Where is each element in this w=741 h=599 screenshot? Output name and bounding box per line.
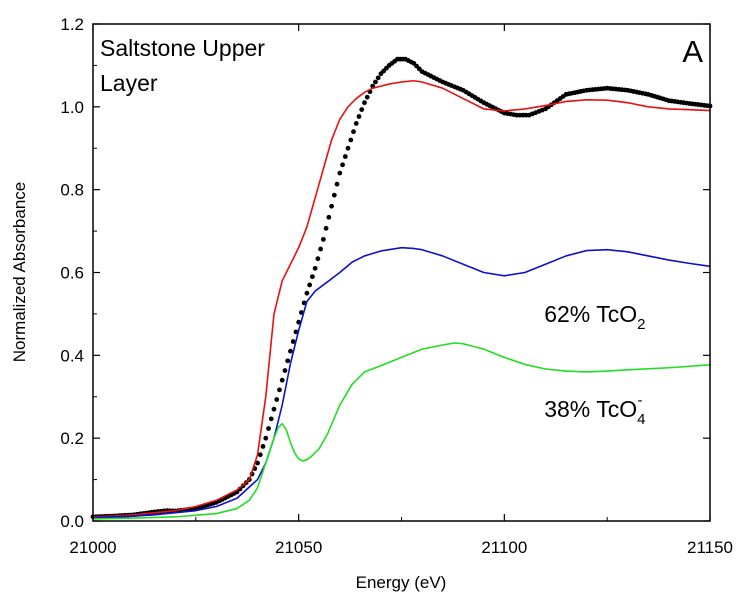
- series-0-point: [315, 256, 321, 262]
- series-0-point: [342, 154, 348, 159]
- y-tick-label: 0.8: [60, 181, 84, 200]
- series-0-point: [277, 387, 282, 393]
- series-0-point: [337, 170, 343, 176]
- chart-title-line-1: Saltstone Upper: [100, 35, 265, 61]
- x-tick-label: 21100: [481, 538, 527, 557]
- series-0-point: [271, 406, 277, 412]
- series-0-point: [290, 339, 296, 344]
- series-0-point: [326, 214, 332, 220]
- series-0-point: [263, 435, 269, 441]
- series-0-point: [334, 181, 340, 187]
- series-2-line: [92, 246, 711, 519]
- x-tick-label: 21050: [275, 538, 322, 557]
- chart-title-line-2: Layer: [100, 70, 158, 96]
- series-0-point: [274, 397, 280, 402]
- y-tick-label: 0.6: [60, 264, 84, 283]
- series-0-point: [260, 444, 266, 449]
- series-0-point: [255, 460, 260, 466]
- series-0-point: [279, 377, 285, 383]
- series-0-point: [307, 282, 313, 288]
- series-0-point: [268, 416, 274, 422]
- series-0-point: [356, 114, 362, 119]
- panel-label: A: [682, 34, 703, 69]
- series-0-point: [293, 329, 299, 335]
- series-0-point: [304, 290, 310, 296]
- series-0-point: [351, 129, 356, 135]
- series-0-point: [373, 79, 378, 85]
- series-layer: [90, 56, 713, 520]
- series-0-dots: [90, 56, 713, 520]
- annotation-1: 38% TcO4-: [544, 392, 645, 428]
- series-0-point: [345, 145, 351, 151]
- series-0-point: [359, 107, 365, 112]
- series-0-point: [323, 225, 329, 231]
- x-tick-label: 21000: [69, 538, 116, 557]
- series-0-point: [375, 75, 381, 81]
- series-0-point: [329, 203, 334, 209]
- series-0-point: [285, 358, 291, 364]
- series-3-line: [92, 342, 711, 520]
- y-tick-label: 0.0: [60, 512, 84, 531]
- series-0-point: [340, 162, 345, 168]
- plot-frame: [92, 23, 711, 522]
- series-0-point: [288, 348, 293, 354]
- y-axis-label: Normalized Absorbance: [10, 182, 29, 362]
- series-0-point: [257, 452, 263, 458]
- series-0-point: [331, 192, 337, 198]
- series-0-point: [348, 137, 354, 143]
- series-0-point: [312, 265, 318, 271]
- series-0-point: [362, 100, 367, 106]
- y-tick-label: 1.2: [60, 15, 84, 34]
- series-0-point: [318, 246, 324, 252]
- annotations-layer: 62% TcO2 38% TcO4-: [544, 301, 645, 428]
- series-0-point: [364, 94, 370, 100]
- x-axis-label: Energy (eV): [356, 573, 447, 592]
- annotation-0: 62% TcO2: [544, 301, 645, 333]
- series-0-point: [353, 121, 359, 126]
- x-tick-label: 21150: [687, 538, 733, 557]
- series-0-point: [309, 274, 315, 280]
- ticks-layer: 21000 21050 21100 21150 0.0 0.2 0.4 0.6 0.8 1.0 1.…: [60, 15, 733, 557]
- y-tick-label: 0.2: [60, 429, 84, 448]
- series-1-line: [92, 79, 711, 518]
- y-tick-label: 1.0: [60, 98, 84, 117]
- series-0-point: [282, 368, 288, 373]
- y-tick-label: 0.4: [60, 346, 84, 365]
- series-0-point: [320, 236, 326, 242]
- series-0-point: [266, 426, 271, 431]
